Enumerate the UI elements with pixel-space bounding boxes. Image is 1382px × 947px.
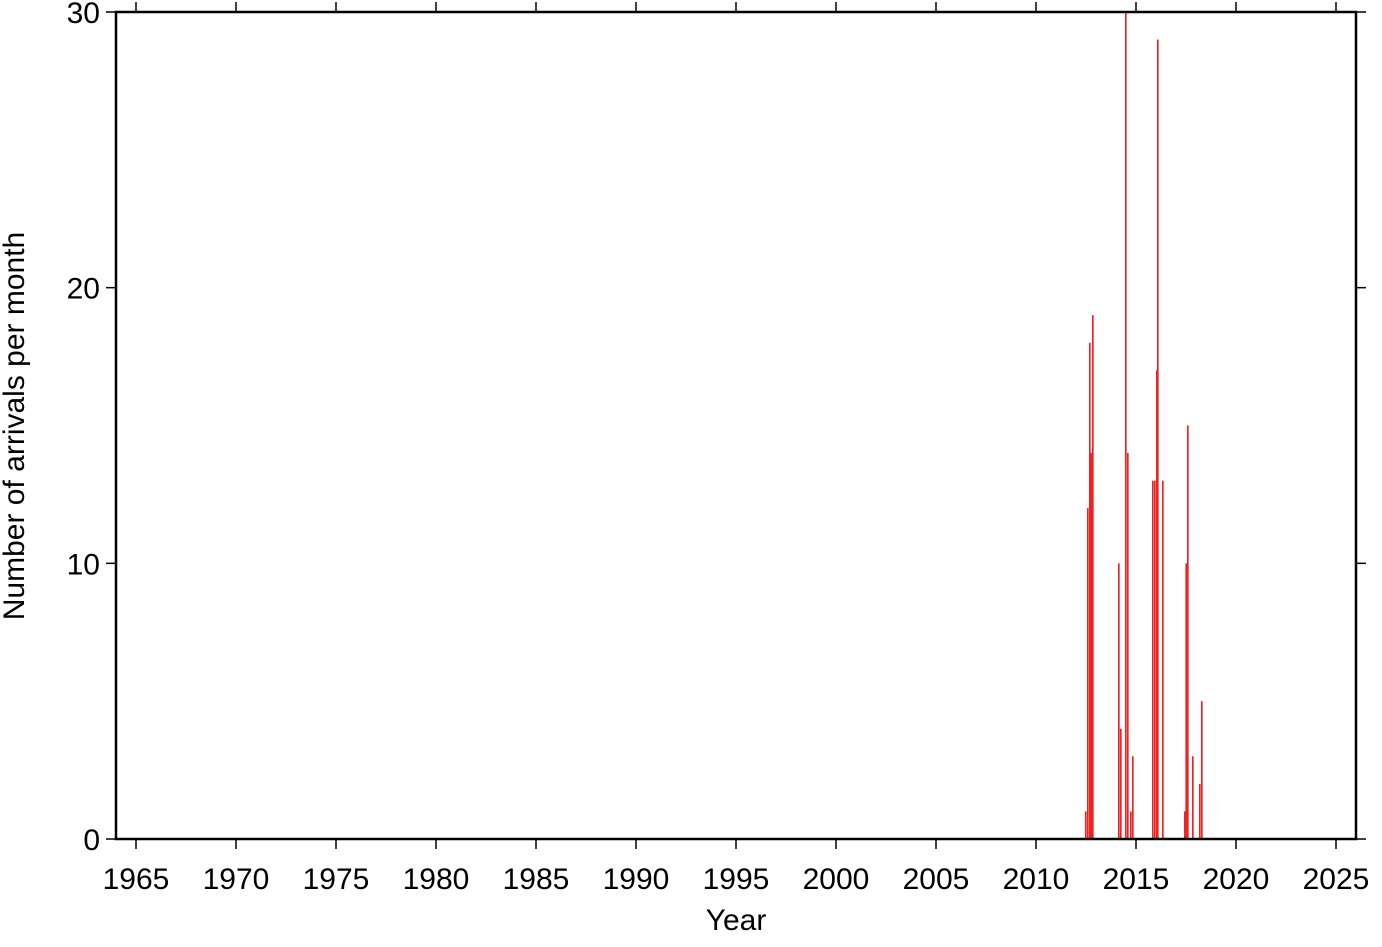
x-tick-label: 2005 bbox=[903, 863, 970, 896]
bar bbox=[1092, 315, 1094, 839]
bar bbox=[1192, 756, 1194, 839]
bar bbox=[1118, 563, 1120, 839]
x-tick-label: 1975 bbox=[303, 863, 370, 896]
bar bbox=[1184, 811, 1186, 839]
y-tick-label: 0 bbox=[83, 824, 100, 857]
bar bbox=[1127, 453, 1129, 839]
x-tick-label: 2025 bbox=[1303, 863, 1370, 896]
bar bbox=[1132, 756, 1134, 839]
y-tick-label: 20 bbox=[67, 273, 100, 306]
bar bbox=[1089, 342, 1091, 839]
x-tick-label: 1965 bbox=[103, 863, 170, 896]
bar bbox=[1125, 12, 1127, 839]
x-tick-label: 1980 bbox=[403, 863, 470, 896]
x-tick-label: 2015 bbox=[1103, 863, 1170, 896]
y-axis-label: Number of arrivals per month bbox=[0, 232, 31, 620]
bar bbox=[1156, 370, 1158, 839]
bar bbox=[1162, 480, 1164, 839]
bar bbox=[1157, 39, 1159, 840]
plot-frame bbox=[114, 10, 1358, 841]
bar bbox=[1152, 480, 1154, 839]
bar bbox=[1090, 453, 1093, 839]
bar bbox=[1199, 783, 1201, 839]
bar bbox=[1120, 728, 1122, 839]
x-axis-label: Year bbox=[706, 904, 767, 937]
bar bbox=[1187, 425, 1189, 839]
bar bbox=[1087, 508, 1089, 839]
x-tick-label: 1970 bbox=[203, 863, 270, 896]
y-tick-label: 10 bbox=[67, 548, 100, 581]
x-tick-label: 1995 bbox=[703, 863, 770, 896]
bar bbox=[1154, 480, 1156, 839]
bar bbox=[1085, 811, 1087, 839]
y-tick-label: 30 bbox=[67, 0, 100, 30]
bar bbox=[1130, 811, 1132, 839]
x-tick-label: 2000 bbox=[803, 863, 870, 896]
x-tick-label: 2020 bbox=[1203, 863, 1270, 896]
x-tick-label: 1990 bbox=[603, 863, 670, 896]
bar bbox=[1185, 563, 1188, 839]
x-tick-label: 1985 bbox=[503, 863, 570, 896]
bar bbox=[1201, 701, 1203, 839]
x-tick-label: 2010 bbox=[1003, 863, 1070, 896]
